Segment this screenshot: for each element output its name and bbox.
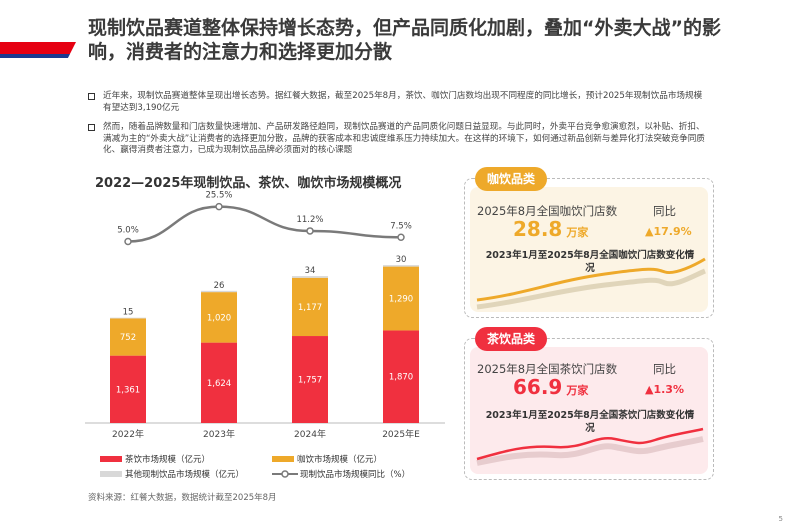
- tea-yoy-value: 1.3%: [653, 383, 684, 396]
- yoy-label: 11.2%: [296, 215, 323, 225]
- square-bullet-icon: [88, 124, 95, 131]
- up-arrow-icon: ▲: [645, 225, 654, 238]
- legend-label: 咖饮市场规模（亿元）: [297, 455, 383, 465]
- legend-swatch: [100, 471, 122, 477]
- bar-label: 30: [396, 255, 407, 265]
- bullet-list: 近年来，现制饮品赛道整体呈现出增长态势。据红餐大数据，截至2025年8月，茶饮、…: [88, 91, 708, 165]
- legend-label: 现制饮品市场规模同比（%）: [300, 470, 411, 480]
- tea-yoy: ▲1.3%: [645, 383, 684, 396]
- legend-line-marker-icon: [272, 470, 298, 478]
- bar-1: [110, 318, 146, 356]
- tea-trend-sparkline: [476, 427, 704, 466]
- tea-store-count: 66.9 万家: [513, 375, 588, 399]
- bar-2: [292, 276, 328, 278]
- yoy-point: [306, 227, 314, 235]
- bullet-text: 近年来，现制饮品赛道整体呈现出增长态势。据红餐大数据，截至2025年8月，茶饮、…: [103, 91, 703, 113]
- bullet-item: 然而，随着品牌数量和门店数量快速增加、产品研发路径趋同，现制饮品赛道的产品同质化…: [88, 122, 708, 157]
- yoy-point: [124, 237, 132, 246]
- yoy-label: 7.5%: [390, 221, 412, 231]
- coffee-trend-title: 2023年1月至2025年8月全国咖饮门店数变化情况: [485, 250, 695, 274]
- yoy-label: 5.0%: [117, 226, 139, 236]
- tea-trend-title: 2023年1月至2025年8月全国茶饮门店数变化情况: [485, 410, 695, 434]
- page-number: 5: [778, 515, 783, 523]
- tea-value: 66.9: [513, 375, 563, 399]
- bar-label: 26: [214, 281, 225, 291]
- coffee-store-label: 2025年8月全国咖饮门店数: [477, 204, 618, 218]
- bar-1: [201, 292, 237, 343]
- bar-label: 1,361: [116, 385, 140, 395]
- coffee-yoy: ▲17.9%: [645, 225, 692, 238]
- bar-1: [383, 266, 419, 331]
- tea-tag: 茶饮品类: [475, 327, 547, 351]
- source-note: 资料来源：红餐大数据，数据统计截至2025年8月: [88, 493, 277, 503]
- coffee-value: 28.8: [513, 217, 563, 241]
- bullet-item: 近年来，现制饮品赛道整体呈现出增长态势。据红餐大数据，截至2025年8月，茶饮、…: [88, 91, 708, 114]
- bar-2: [110, 317, 146, 319]
- yoy-point: [397, 233, 405, 241]
- tea-store-label: 2025年8月全国茶饮门店数: [477, 362, 618, 376]
- legend-label: 其他现制饮品市场规模（亿元）: [125, 470, 245, 480]
- coffee-yoy-value: 17.9%: [653, 225, 692, 238]
- coffee-card: 咖饮品类 2025年8月全国咖饮门店数 同比 28.8 万家 ▲17.9% 202…: [464, 167, 714, 318]
- coffee-store-count: 28.8 万家: [513, 217, 588, 241]
- legend-yoy: 现制饮品市场规模同比（%）: [272, 468, 410, 480]
- x-tick-label: 2022年: [112, 428, 144, 440]
- legend-label: 茶饮市场规模（亿元）: [125, 455, 211, 465]
- chart-title: 2022—2025年现制饮品、茶饮、咖饮市场规模概况: [95, 176, 402, 191]
- yoy-line: [127, 205, 402, 243]
- bar-2: [201, 290, 237, 293]
- x-tick-label: 2025年E: [382, 428, 420, 440]
- legend-swatch: [100, 456, 122, 462]
- yoy-point: [215, 202, 223, 211]
- bar-label: 1,757: [298, 376, 322, 386]
- yoy-label: 25.5%: [205, 191, 232, 201]
- bar-label: 15: [123, 308, 134, 318]
- x-tick-label: 2023年: [203, 428, 235, 440]
- bar-label: 1,177: [298, 303, 322, 313]
- tea-unit: 万家: [566, 384, 589, 397]
- bar-label: 1,870: [389, 373, 413, 383]
- tea-yoy-label: 同比: [653, 362, 676, 376]
- legend-coffee: 咖饮市场规模（亿元）: [272, 453, 382, 465]
- bar-label: 752: [120, 333, 136, 343]
- coffee-yoy-label: 同比: [653, 204, 676, 218]
- bar-label: 34: [305, 266, 316, 276]
- coffee-trend-sparkline: [476, 257, 706, 310]
- bar-0: [201, 342, 237, 423]
- bar-2: [383, 265, 419, 267]
- page-title: 现制饮品赛道整体保持增长态势，但产品同质化加剧，叠加“外卖大战”的影响，消费者的…: [88, 17, 721, 63]
- bar-label: 1,290: [389, 295, 413, 305]
- bar-0: [383, 330, 419, 423]
- bar-0: [110, 355, 146, 423]
- bar-label: 1,020: [207, 313, 231, 323]
- square-bullet-icon: [88, 93, 95, 100]
- bar-1: [292, 277, 328, 337]
- legend-other: 其他现制饮品市场规模（亿元）: [100, 468, 244, 480]
- coffee-unit: 万家: [566, 226, 589, 239]
- bar-0: [292, 336, 328, 423]
- coffee-tag: 咖饮品类: [475, 167, 547, 191]
- legend-tea: 茶饮市场规模（亿元）: [100, 453, 210, 465]
- brand-banner-blue: [0, 54, 70, 58]
- x-tick-label: 2024年: [294, 428, 326, 440]
- brand-banner-red: [0, 42, 76, 54]
- bar-label: 1,624: [207, 379, 231, 389]
- tea-card: 茶饮品类 2025年8月全国茶饮门店数 同比 66.9 万家 ▲1.3% 2023…: [464, 327, 714, 480]
- bullet-text: 然而，随着品牌数量和门店数量快速增加、产品研发路径趋同，现制饮品赛道的产品同质化…: [103, 122, 705, 155]
- legend-swatch: [272, 456, 294, 462]
- up-arrow-icon: ▲: [645, 383, 654, 396]
